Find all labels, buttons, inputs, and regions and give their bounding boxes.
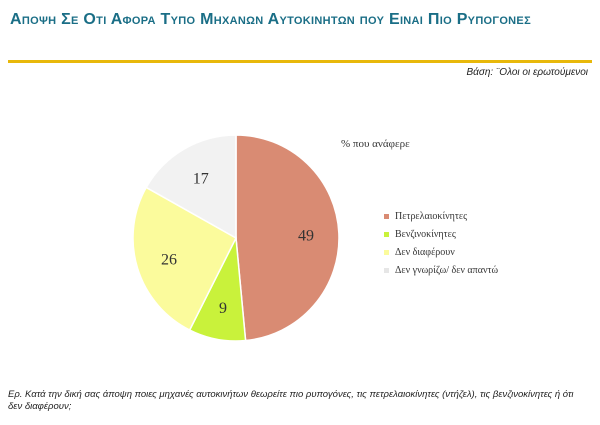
pie-value-label-0: 49 — [298, 228, 314, 245]
pie-value-label-2: 26 — [161, 251, 177, 268]
legend-label: Δεν γνωρίζω/ δεν απαντώ — [395, 264, 499, 276]
legend-swatch — [384, 249, 389, 255]
legend-swatch — [384, 231, 389, 237]
pie-slice-0 — [235, 134, 340, 342]
legend-label: Πετρελαιοκίνητες — [395, 210, 468, 222]
pie-value-label-1: 9 — [219, 300, 227, 317]
chart-legend: Πετρελαιοκίνητες Βενζινοκίνητες Δεν διαφέρ… — [384, 207, 498, 279]
pie-slice-2 — [132, 186, 237, 331]
title-divider — [8, 60, 592, 63]
pie-value-label-3: 17 — [193, 171, 209, 188]
legend-item-2: Δεν διαφέρουν — [384, 243, 498, 261]
base-note: Βάση: ¨Ολοι οι ερωτούμενοι — [466, 67, 588, 78]
legend-item-1: Βενζινοκίνητες — [384, 225, 498, 243]
question-footnote: Ερ. Κατά την δική σας άποψη ποιες μηχανέ… — [8, 389, 574, 412]
legend-item-3: Δεν γνωρίζω/ δεν απαντώ — [384, 261, 498, 279]
chart-title: % που ανάφερε — [341, 138, 410, 150]
pie-slices — [132, 134, 340, 342]
legend-swatch — [384, 267, 389, 273]
legend-swatch — [384, 213, 389, 219]
page-title: Αποψη Σε Οτι Αφορα Τυπο Μηχανων Αυτοκινη… — [10, 11, 531, 28]
legend-item-0: Πετρελαιοκίνητες — [384, 207, 498, 225]
pie-value-labels: 49 9 26 17 — [161, 171, 314, 317]
pie-slice-3 — [145, 134, 237, 240]
legend-label: Δεν διαφέρουν — [395, 246, 455, 258]
legend-label: Βενζινοκίνητες — [395, 228, 456, 240]
